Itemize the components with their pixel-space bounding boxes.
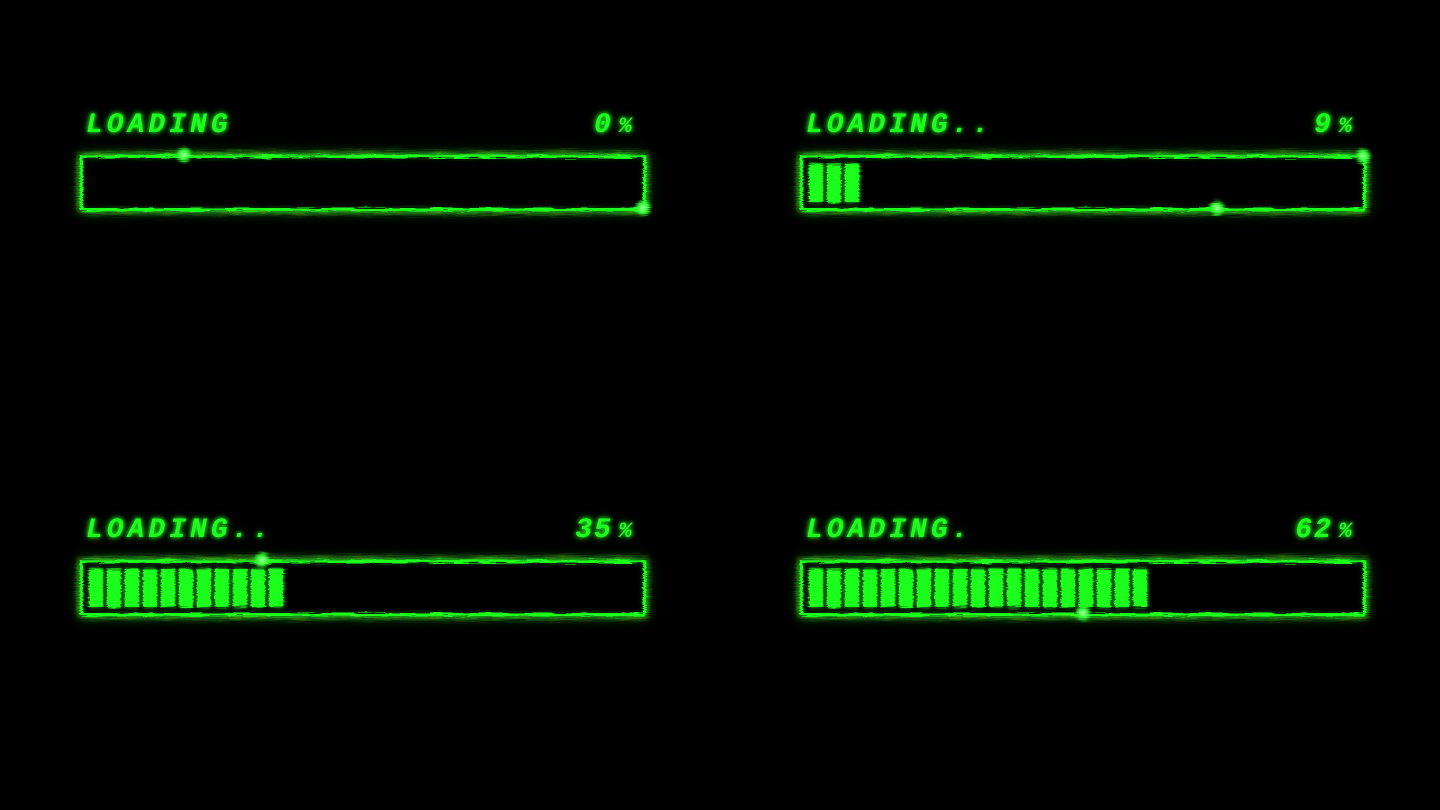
- percent-sign: %: [619, 519, 634, 544]
- progress-segment: [125, 569, 139, 607]
- progress-segment: [233, 569, 247, 607]
- progress-segment: [197, 569, 211, 607]
- progress-segment: [143, 569, 157, 607]
- progress-segment: [107, 569, 121, 607]
- progress-segment: [827, 569, 841, 607]
- percent-readout: 35%: [575, 515, 634, 546]
- progress-bar: [800, 560, 1366, 616]
- progress-segments: [89, 569, 283, 607]
- percent-sign: %: [1339, 114, 1354, 139]
- progress-segment: [827, 164, 841, 202]
- progress-segment: [935, 569, 949, 607]
- spark-glow-icon: [1354, 147, 1372, 165]
- loading-label: LOADING: [86, 110, 232, 141]
- progress-segment: [809, 164, 823, 202]
- percent-readout: 0%: [594, 110, 634, 141]
- progress-segment: [953, 569, 967, 607]
- progress-segment: [809, 569, 823, 607]
- progress-segment: [971, 569, 985, 607]
- loading-label: LOADING.: [806, 515, 972, 546]
- spark-glow-icon: [634, 199, 652, 217]
- progress-segment: [179, 569, 193, 607]
- loading-panel-0: LOADING 0%: [0, 0, 720, 405]
- progress-segment: [1007, 569, 1021, 607]
- progress-segments: [809, 164, 859, 202]
- loader: LOADING.. 9%: [800, 110, 1360, 211]
- progress-segment: [845, 164, 859, 202]
- loading-label: LOADING..: [86, 515, 273, 546]
- progress-segment: [1133, 569, 1147, 607]
- loader: LOADING 0%: [80, 110, 640, 211]
- progress-bar: [800, 155, 1366, 211]
- spark-glow-icon: [175, 146, 193, 164]
- loader: LOADING. 62%: [800, 515, 1360, 616]
- progress-segment: [881, 569, 895, 607]
- loading-panel-1: LOADING.. 9%: [720, 0, 1440, 405]
- loader: LOADING.. 35%: [80, 515, 640, 616]
- spark-glow-icon: [1208, 199, 1226, 217]
- progress-bar: [80, 560, 646, 616]
- progress-segment: [89, 569, 103, 607]
- progress-segment: [1043, 569, 1057, 607]
- progress-segment: [251, 569, 265, 607]
- label-row: LOADING. 62%: [800, 515, 1360, 546]
- progress-segment: [899, 569, 913, 607]
- progress-segment: [269, 569, 283, 607]
- progress-segment: [1025, 569, 1039, 607]
- percent-readout: 62%: [1295, 515, 1354, 546]
- percent-readout: 9%: [1314, 110, 1354, 141]
- percent-value: 9: [1314, 110, 1333, 141]
- progress-segment: [917, 569, 931, 607]
- loading-panel-2: LOADING.. 35%: [0, 405, 720, 810]
- loading-panel-3: LOADING. 62%: [720, 405, 1440, 810]
- progress-bar: [80, 155, 646, 211]
- progress-segment: [845, 569, 859, 607]
- label-row: LOADING 0%: [80, 110, 640, 141]
- spark-glow-icon: [253, 551, 271, 569]
- percent-value: 0: [594, 110, 613, 141]
- progress-segment: [161, 569, 175, 607]
- loading-label: LOADING..: [806, 110, 993, 141]
- progress-segment: [1097, 569, 1111, 607]
- progress-segment: [1061, 569, 1075, 607]
- loading-grid: LOADING 0% LOADING.. 9%: [0, 0, 1440, 810]
- progress-segments: [809, 569, 1147, 607]
- percent-value: 62: [1295, 515, 1333, 546]
- progress-segment: [1079, 569, 1093, 607]
- label-row: LOADING.. 35%: [80, 515, 640, 546]
- progress-segment: [215, 569, 229, 607]
- progress-segment: [989, 569, 1003, 607]
- progress-segment: [863, 569, 877, 607]
- progress-segment: [1115, 569, 1129, 607]
- label-row: LOADING.. 9%: [800, 110, 1360, 141]
- percent-value: 35: [575, 515, 613, 546]
- percent-sign: %: [619, 114, 634, 139]
- percent-sign: %: [1339, 519, 1354, 544]
